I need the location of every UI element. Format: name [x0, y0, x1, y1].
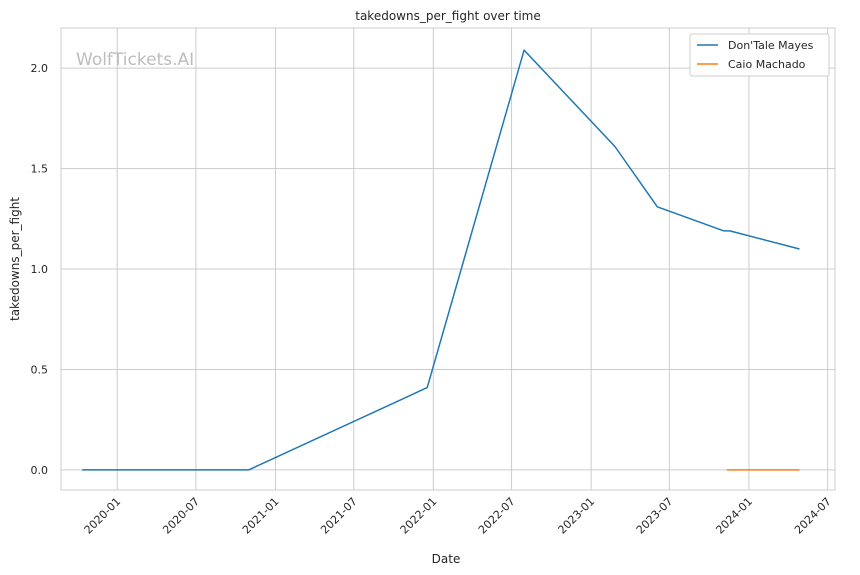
- chart-title: takedowns_per_fight over time: [355, 9, 541, 23]
- y-tick-label: 1.5: [31, 163, 49, 176]
- y-tick-labels: 0.0 0.5 1.0 1.5 2.0: [31, 62, 49, 477]
- x-axis-label: Date: [432, 552, 461, 566]
- y-axis-label: takedowns_per_fight: [8, 197, 22, 321]
- y-tick-label: 0.0: [31, 464, 49, 477]
- y-tick-label: 1.0: [31, 263, 49, 276]
- legend-label-dontale-mayes: Don'Tale Mayes: [728, 39, 814, 52]
- watermark: WolfTickets.AI: [76, 50, 194, 70]
- y-tick-label: 2.0: [31, 62, 49, 75]
- legend: Don'Tale Mayes Caio Machado: [689, 33, 830, 77]
- legend-box: [689, 33, 830, 77]
- plot-frame: [60, 27, 836, 491]
- y-tick-label: 0.5: [31, 363, 49, 376]
- legend-label-caio-machado: Caio Machado: [728, 58, 806, 71]
- series-line-don-tale-mayes: [82, 49, 800, 471]
- series-lines: [82, 49, 800, 471]
